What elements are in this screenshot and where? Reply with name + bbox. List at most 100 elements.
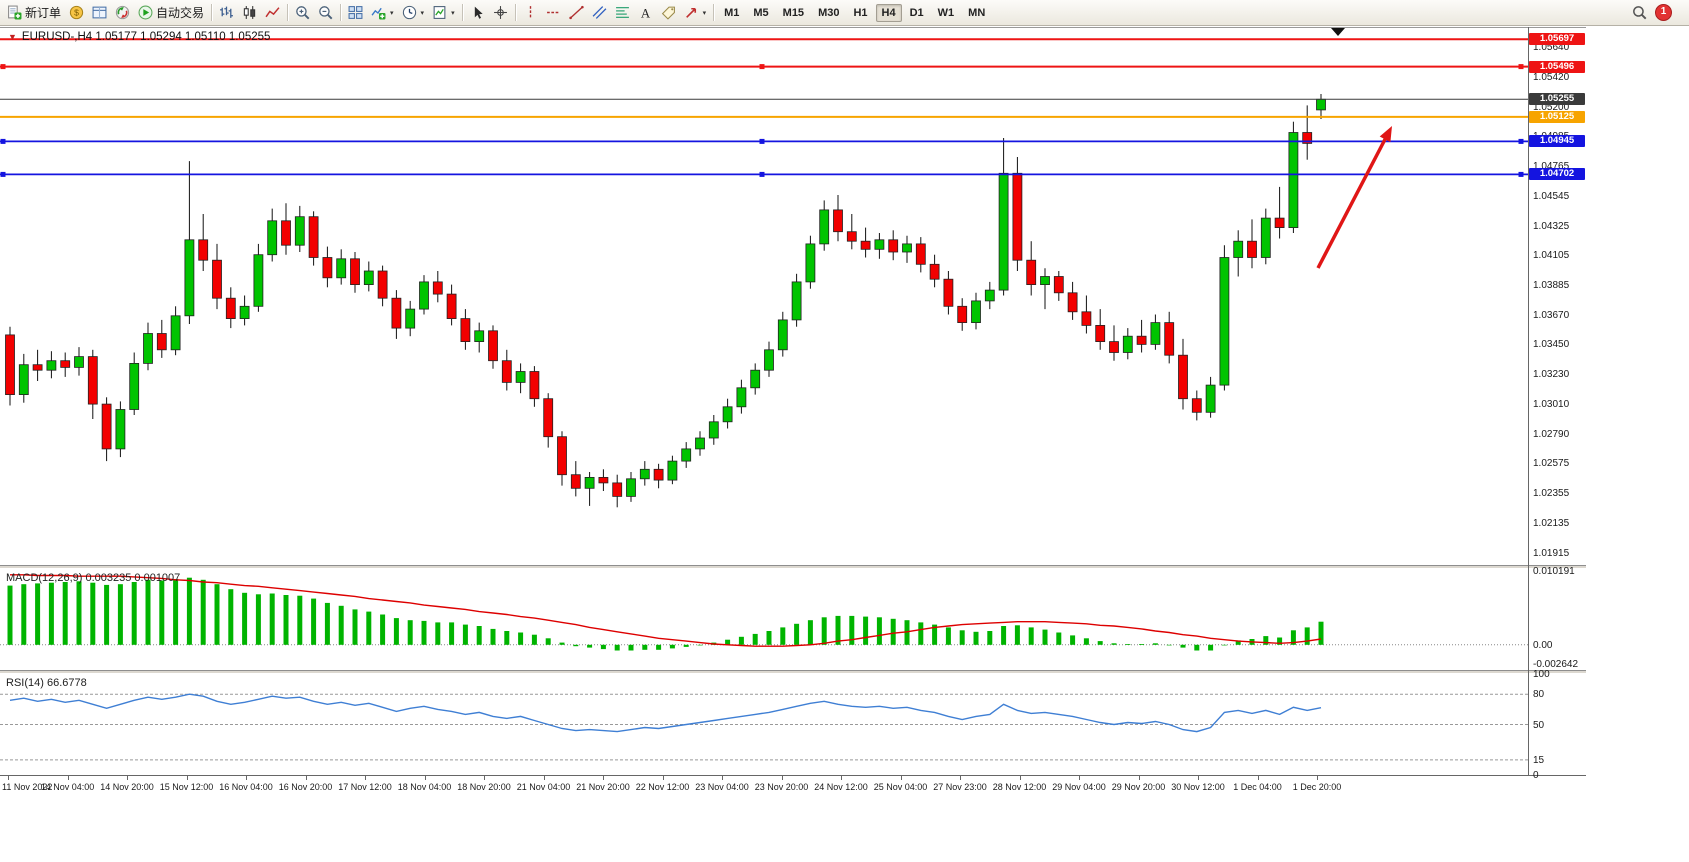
navigator-button[interactable] <box>111 1 134 24</box>
new-order-button[interactable]: 新订单 <box>3 1 65 24</box>
rsi-indicator-label: RSI(14) 66.6778 <box>6 677 87 689</box>
time-axis-tick <box>365 776 366 780</box>
rsi-axis-label: 0 <box>1533 770 1539 781</box>
line-handle[interactable] <box>759 64 765 70</box>
time-axis-tick <box>1138 776 1140 780</box>
cursor-button[interactable] <box>466 1 489 24</box>
templates-button[interactable]: ▾ <box>428 1 459 24</box>
timeframe-h1-button[interactable]: H1 <box>853 6 868 19</box>
data-window-button[interactable] <box>88 1 111 24</box>
time-axis-label: 21 Nov 04:00 <box>516 782 571 792</box>
line-handle[interactable] <box>1518 138 1524 144</box>
vertical-line-button[interactable] <box>519 1 542 24</box>
rsi-panel[interactable] <box>0 674 1528 775</box>
rsi-axis-label: 80 <box>1533 689 1545 701</box>
chart-title-text: EURUSD-,H4 1.05177 1.05294 1.05110 1.052… <box>21 31 271 43</box>
time-axis-tick <box>1079 776 1080 780</box>
market-watch-button[interactable]: $ <box>65 1 88 24</box>
auto-trading-button[interactable]: 自动交易 <box>134 1 208 24</box>
down-triangle-marker[interactable] <box>1331 28 1345 36</box>
time-axis[interactable]: 11 Nov 2022 14 Nov 04:00 14 Nov 20:00 15 No… <box>0 775 1586 800</box>
price-axis-label: 1.05420 <box>1533 71 1570 83</box>
horizontal-line-button[interactable] <box>542 1 565 24</box>
price-badge: 1.05255 <box>1529 93 1585 106</box>
indicators-button[interactable]: ▾ <box>367 1 398 24</box>
time-axis-label: 21 Nov 20:00 <box>576 782 630 792</box>
line-handle[interactable] <box>0 171 6 177</box>
macd-signal-line <box>10 574 1322 647</box>
clock-icon <box>402 5 417 20</box>
line-handle[interactable] <box>759 138 765 144</box>
chart-border <box>0 27 1586 28</box>
indicators-icon <box>371 5 386 20</box>
time-axis-label: 28 Nov 12:00 <box>992 782 1047 792</box>
trend-arrow-annotation[interactable] <box>1316 126 1392 269</box>
timeframe-m15-button[interactable]: M15 <box>782 6 805 19</box>
price-badge: 1.04945 <box>1529 135 1585 148</box>
panel-divider[interactable] <box>0 565 1586 569</box>
price-axis[interactable]: 1.056401.054201.052001.049851.047651.045… <box>1528 27 1598 781</box>
chevron-down-icon: ▾ <box>451 9 455 17</box>
time-axis-tick <box>484 776 485 780</box>
zoom-in-button[interactable] <box>291 1 314 24</box>
search-icon[interactable] <box>1632 5 1647 20</box>
periods-button[interactable]: ▾ <box>398 1 429 24</box>
text-button[interactable]: A <box>634 1 657 24</box>
time-axis-label: 25 Nov 04:00 <box>873 782 928 792</box>
time-axis-label: 17 Nov 12:00 <box>338 782 392 792</box>
toolbar-separator <box>211 4 213 21</box>
timeframe-m5-button[interactable]: M5 <box>753 6 769 19</box>
panel-divider[interactable] <box>0 670 1586 674</box>
time-axis-tick <box>1019 776 1021 780</box>
line-handle[interactable] <box>0 138 6 144</box>
line-handle[interactable] <box>759 171 765 177</box>
timeframe-mn-button[interactable]: MN <box>968 6 986 19</box>
crosshair-button[interactable] <box>489 1 512 24</box>
new-order-icon <box>7 5 22 20</box>
timeframe-m30-button[interactable]: M30 <box>818 6 840 19</box>
line-handle[interactable] <box>1518 171 1524 177</box>
trendline-button[interactable] <box>565 1 588 24</box>
timeframe-d1-button[interactable]: D1 <box>909 6 924 19</box>
line-handle[interactable] <box>1518 64 1524 70</box>
candlestick-chart-button[interactable] <box>238 1 261 24</box>
svg-text:$: $ <box>74 8 79 18</box>
arrows-button[interactable]: ▾ <box>680 1 711 24</box>
bar-chart-button[interactable] <box>215 1 238 24</box>
toolbar-right: 1 <box>1632 4 1686 21</box>
channel-button[interactable] <box>588 1 611 24</box>
time-axis-label: 11 Nov 2022 <box>2 782 53 792</box>
line-chart-button[interactable] <box>261 1 284 24</box>
fibonacci-button[interactable] <box>611 1 634 24</box>
rsi-axis-label: 15 <box>1533 754 1545 766</box>
price-axis-label: 1.04325 <box>1533 220 1570 232</box>
time-axis-tick <box>603 776 604 780</box>
notification-badge[interactable]: 1 <box>1655 4 1672 21</box>
time-axis-tick <box>246 776 247 780</box>
zoom-out-icon <box>318 5 333 20</box>
macd-panel[interactable] <box>0 569 1528 670</box>
time-axis-tick <box>1198 776 1199 780</box>
svg-text:A: A <box>640 6 650 20</box>
play-icon <box>138 5 153 20</box>
line-handle[interactable] <box>0 64 6 70</box>
time-axis-label: 30 Nov 12:00 <box>1171 782 1225 792</box>
timeframe-w1-button[interactable]: W1 <box>937 6 955 19</box>
main-chart[interactable] <box>0 28 1528 565</box>
time-axis-label: 18 Nov 04:00 <box>397 782 452 792</box>
time-axis-tick <box>186 776 188 780</box>
time-axis-label: 16 Nov 20:00 <box>278 782 333 792</box>
time-axis-label: 29 Nov 20:00 <box>1111 782 1166 792</box>
time-axis-label: 14 Nov 04:00 <box>40 782 95 792</box>
toolbar-separator <box>514 4 516 21</box>
label-button[interactable] <box>657 1 680 24</box>
price-badge: 1.05697 <box>1529 33 1585 46</box>
tile-windows-button[interactable] <box>344 1 367 24</box>
time-axis-tick <box>8 776 9 780</box>
price-axis-label: 1.04545 <box>1533 190 1570 202</box>
rsi-line <box>9 693 1322 733</box>
zoom-out-button[interactable] <box>314 1 337 24</box>
timeframe-h4-button[interactable]: H4 <box>875 3 902 22</box>
timeframe-m1-button[interactable]: M1 <box>724 6 740 19</box>
